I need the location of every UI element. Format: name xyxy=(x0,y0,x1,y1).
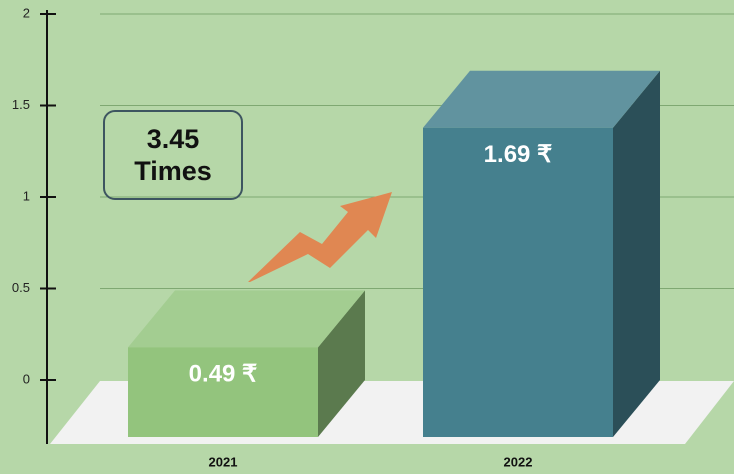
bar xyxy=(128,347,318,437)
y-tick-label: 1 xyxy=(23,188,30,203)
bar xyxy=(423,127,613,437)
bar-top xyxy=(128,290,365,348)
y-tick-label: 0.5 xyxy=(12,280,30,295)
value-label: 0.49 ₹ xyxy=(189,361,258,388)
value-label: 1.69 ₹ xyxy=(484,141,553,168)
y-tick-label: 0 xyxy=(23,371,30,386)
bar-top xyxy=(423,70,660,128)
growth-arrow xyxy=(248,192,392,282)
annotation: 3.45 Times xyxy=(103,110,243,200)
y-tick-label: 1.5 xyxy=(12,97,30,112)
y-tick-label: 2 xyxy=(23,5,30,20)
bar-side xyxy=(613,70,660,437)
bar-side xyxy=(318,290,365,437)
x-tick-label: 2021 xyxy=(209,454,238,469)
x-tick-label: 2022 xyxy=(504,454,533,469)
